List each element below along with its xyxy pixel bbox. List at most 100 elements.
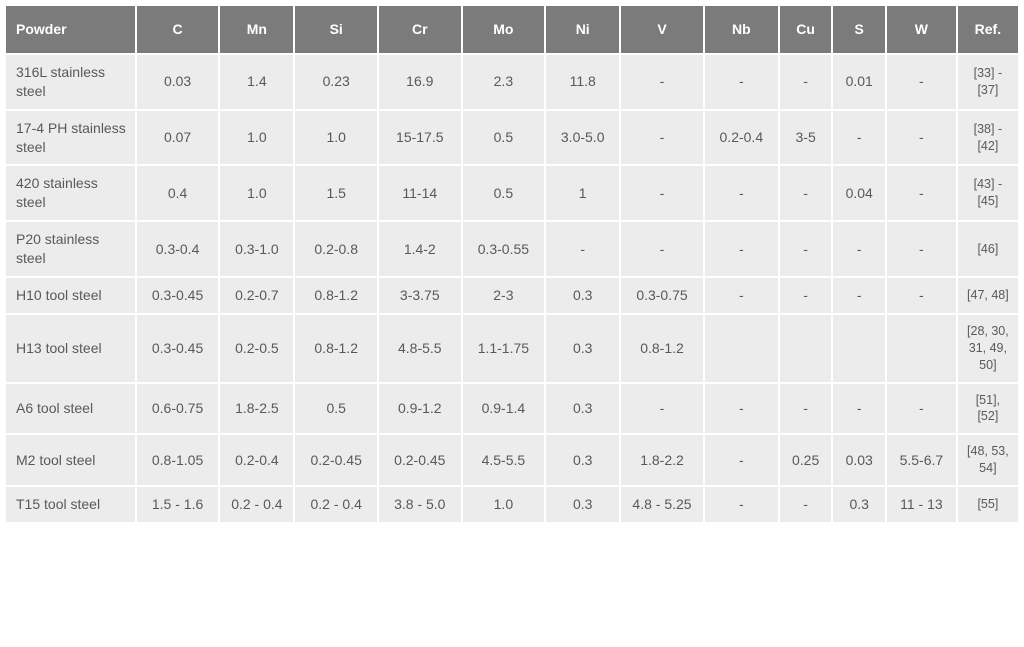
cell-mn: 1.0 bbox=[219, 165, 294, 221]
cell-ref: [28, 30, 31, 49, 50] bbox=[957, 314, 1019, 383]
cell-si: 0.8-1.2 bbox=[294, 314, 378, 383]
cell-v: 1.8-2.2 bbox=[620, 434, 704, 486]
cell-nb: - bbox=[704, 277, 779, 314]
cell-s: - bbox=[832, 221, 886, 277]
cell-ni: 0.3 bbox=[545, 486, 620, 523]
cell-s: - bbox=[832, 277, 886, 314]
cell-mn: 1.0 bbox=[219, 110, 294, 166]
cell-nb: - bbox=[704, 54, 779, 110]
cell-mo: 2.3 bbox=[462, 54, 546, 110]
cell-mo: 2-3 bbox=[462, 277, 546, 314]
cell-ref: [55] bbox=[957, 486, 1019, 523]
cell-ni: 0.3 bbox=[545, 314, 620, 383]
cell-v: 4.8 - 5.25 bbox=[620, 486, 704, 523]
cell-w bbox=[886, 314, 957, 383]
cell-powder: H13 tool steel bbox=[5, 314, 136, 383]
cell-ni: 0.3 bbox=[545, 383, 620, 435]
cell-powder: M2 tool steel bbox=[5, 434, 136, 486]
cell-mn: 0.2-0.5 bbox=[219, 314, 294, 383]
table-row: 420 stainless steel0.41.01.511-140.51---… bbox=[5, 165, 1019, 221]
col-header-mn: Mn bbox=[219, 5, 294, 54]
cell-ref: [46] bbox=[957, 221, 1019, 277]
cell-w: 11 - 13 bbox=[886, 486, 957, 523]
cell-cu: - bbox=[779, 165, 833, 221]
table-body: 316L stainless steel0.031.40.2316.92.311… bbox=[5, 54, 1019, 523]
cell-nb: 0.2-0.4 bbox=[704, 110, 779, 166]
cell-ref: [38] - [42] bbox=[957, 110, 1019, 166]
cell-c: 0.6-0.75 bbox=[136, 383, 220, 435]
cell-ref: [51], [52] bbox=[957, 383, 1019, 435]
cell-ni: 0.3 bbox=[545, 277, 620, 314]
cell-mn: 0.2 - 0.4 bbox=[219, 486, 294, 523]
cell-cu: 0.25 bbox=[779, 434, 833, 486]
cell-cu: - bbox=[779, 54, 833, 110]
cell-w: 5.5-6.7 bbox=[886, 434, 957, 486]
cell-c: 0.03 bbox=[136, 54, 220, 110]
cell-ni: 1 bbox=[545, 165, 620, 221]
cell-mn: 1.8-2.5 bbox=[219, 383, 294, 435]
cell-si: 0.2 - 0.4 bbox=[294, 486, 378, 523]
cell-c: 0.4 bbox=[136, 165, 220, 221]
cell-cr: 4.8-5.5 bbox=[378, 314, 462, 383]
table-row: T15 tool steel1.5 - 1.60.2 - 0.40.2 - 0.… bbox=[5, 486, 1019, 523]
cell-cr: 15-17.5 bbox=[378, 110, 462, 166]
cell-mo: 1.0 bbox=[462, 486, 546, 523]
cell-c: 0.3-0.45 bbox=[136, 314, 220, 383]
cell-nb: - bbox=[704, 383, 779, 435]
cell-w: - bbox=[886, 221, 957, 277]
cell-powder: 420 stainless steel bbox=[5, 165, 136, 221]
cell-nb: - bbox=[704, 165, 779, 221]
cell-powder: T15 tool steel bbox=[5, 486, 136, 523]
table-row: 17-4 PH stainless steel0.071.01.015-17.5… bbox=[5, 110, 1019, 166]
cell-ni: 11.8 bbox=[545, 54, 620, 110]
cell-w: - bbox=[886, 165, 957, 221]
cell-ref: [47, 48] bbox=[957, 277, 1019, 314]
table-row: 316L stainless steel0.031.40.2316.92.311… bbox=[5, 54, 1019, 110]
cell-powder: H10 tool steel bbox=[5, 277, 136, 314]
cell-s: 0.3 bbox=[832, 486, 886, 523]
cell-w: - bbox=[886, 110, 957, 166]
cell-mo: 0.9-1.4 bbox=[462, 383, 546, 435]
cell-ref: [48, 53, 54] bbox=[957, 434, 1019, 486]
cell-mo: 4.5-5.5 bbox=[462, 434, 546, 486]
col-header-w: W bbox=[886, 5, 957, 54]
col-header-nb: Nb bbox=[704, 5, 779, 54]
cell-powder: 316L stainless steel bbox=[5, 54, 136, 110]
cell-s bbox=[832, 314, 886, 383]
col-header-c: C bbox=[136, 5, 220, 54]
cell-cr: 3-3.75 bbox=[378, 277, 462, 314]
col-header-si: Si bbox=[294, 5, 378, 54]
cell-cu: - bbox=[779, 486, 833, 523]
cell-cu: - bbox=[779, 277, 833, 314]
table-header: Powder C Mn Si Cr Mo Ni V Nb Cu S W Ref. bbox=[5, 5, 1019, 54]
cell-v: 0.8-1.2 bbox=[620, 314, 704, 383]
cell-mo: 1.1-1.75 bbox=[462, 314, 546, 383]
table-row: P20 stainless steel0.3-0.40.3-1.00.2-0.8… bbox=[5, 221, 1019, 277]
cell-ni: 3.0-5.0 bbox=[545, 110, 620, 166]
cell-s: 0.04 bbox=[832, 165, 886, 221]
col-header-v: V bbox=[620, 5, 704, 54]
cell-si: 0.23 bbox=[294, 54, 378, 110]
cell-v: - bbox=[620, 165, 704, 221]
cell-nb: - bbox=[704, 434, 779, 486]
col-header-cr: Cr bbox=[378, 5, 462, 54]
cell-v: - bbox=[620, 54, 704, 110]
cell-si: 0.5 bbox=[294, 383, 378, 435]
table-row: H10 tool steel0.3-0.450.2-0.70.8-1.23-3.… bbox=[5, 277, 1019, 314]
cell-si: 1.5 bbox=[294, 165, 378, 221]
cell-mn: 0.3-1.0 bbox=[219, 221, 294, 277]
cell-w: - bbox=[886, 383, 957, 435]
cell-cu bbox=[779, 314, 833, 383]
cell-ni: - bbox=[545, 221, 620, 277]
cell-s: - bbox=[832, 383, 886, 435]
col-header-s: S bbox=[832, 5, 886, 54]
cell-mo: 0.3-0.55 bbox=[462, 221, 546, 277]
cell-cr: 11-14 bbox=[378, 165, 462, 221]
cell-ref: [33] - [37] bbox=[957, 54, 1019, 110]
cell-ni: 0.3 bbox=[545, 434, 620, 486]
cell-v: - bbox=[620, 221, 704, 277]
header-row: Powder C Mn Si Cr Mo Ni V Nb Cu S W Ref. bbox=[5, 5, 1019, 54]
cell-nb: - bbox=[704, 221, 779, 277]
cell-v: - bbox=[620, 110, 704, 166]
cell-v: 0.3-0.75 bbox=[620, 277, 704, 314]
